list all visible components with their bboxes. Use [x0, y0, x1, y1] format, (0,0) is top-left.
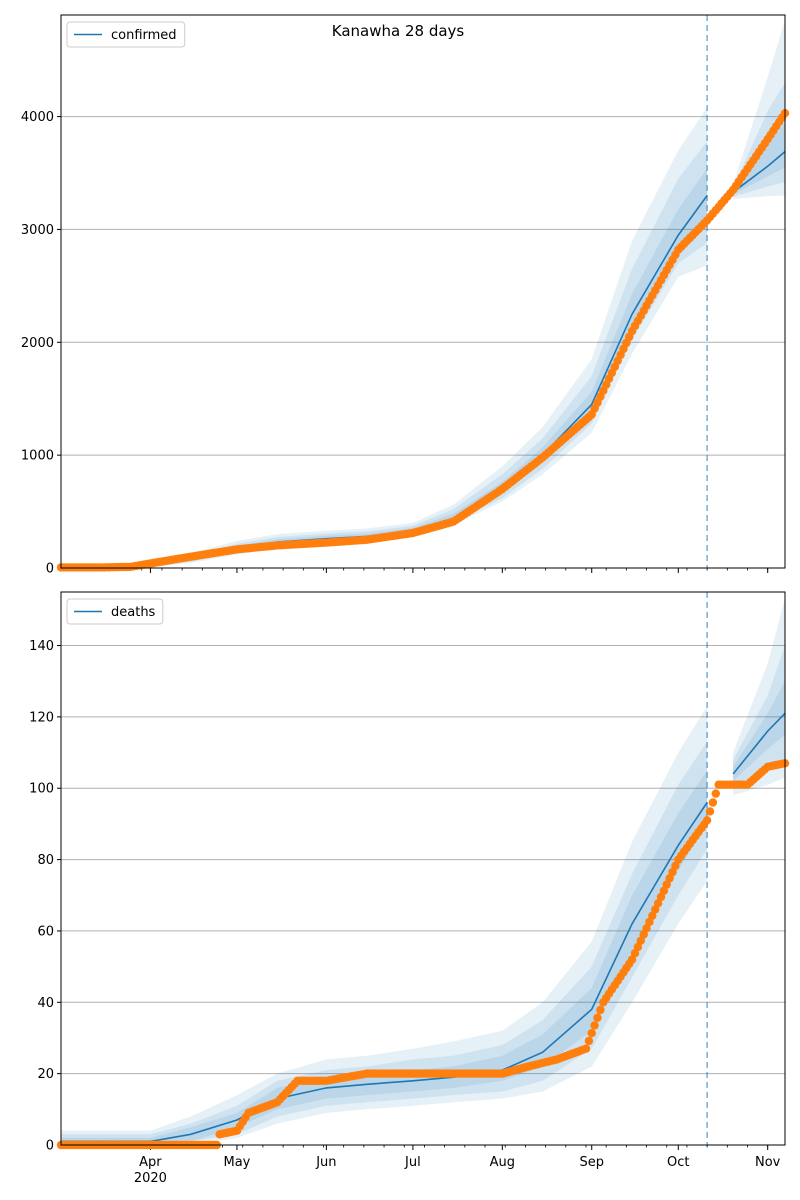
observed-point	[662, 880, 671, 889]
observed-point	[584, 1036, 594, 1046]
y-tick-label: 60	[37, 924, 54, 939]
observed-point	[708, 798, 718, 807]
uncertainty-band	[733, 681, 785, 782]
uncertainty-band	[61, 706, 708, 1145]
x-tick-label: Aug	[490, 1155, 515, 1170]
model-line	[61, 802, 708, 1143]
observed-point	[633, 942, 643, 952]
y-tick-label: 120	[29, 710, 54, 725]
legend-label: deaths	[111, 605, 156, 620]
confirmed-panel: 0 1000 2000 3000 4000 confirmed	[21, 14, 790, 577]
model-line	[732, 712, 786, 775]
y-tick-label: 40	[37, 996, 54, 1011]
y-tick-label: 0	[46, 1139, 54, 1154]
observed-point	[590, 1021, 599, 1030]
y-tick-label: 2000	[21, 336, 54, 351]
y-tick-label: 1000	[21, 449, 54, 464]
observed-point	[581, 1044, 591, 1053]
axes-frame	[60, 591, 786, 1146]
observed-point	[711, 789, 720, 798]
observed-point	[587, 1029, 596, 1038]
legend-box	[66, 21, 186, 48]
y-tick-label: 80	[37, 853, 54, 868]
observed-point	[648, 911, 657, 920]
observed-point	[668, 867, 677, 877]
x-tick-label: Nov	[755, 1155, 781, 1170]
x-tick-label: Apr	[139, 1155, 162, 1170]
legend-box	[66, 598, 164, 625]
y-tick-label: 20	[37, 1067, 54, 1082]
x-tick-label: Jun	[315, 1155, 336, 1170]
uncertainty-band	[61, 168, 708, 568]
y-tick-label: 0	[46, 562, 54, 577]
uncertainty-band	[733, 599, 785, 796]
chart-title: Kanawha 28 days	[332, 22, 465, 40]
observed-point	[653, 899, 663, 908]
model-line	[732, 150, 786, 193]
y-tick-label: 3000	[21, 223, 54, 238]
axes-frame	[60, 14, 786, 569]
x-tick-label: Oct	[667, 1155, 689, 1170]
x-year-label: 2020	[134, 1171, 167, 1186]
observed-point	[702, 816, 712, 825]
observed-point	[705, 807, 715, 816]
y-tick-label: 4000	[21, 110, 54, 125]
uncertainty-band	[61, 770, 708, 1145]
legend-label: confirmed	[111, 28, 177, 43]
observed-point	[627, 955, 637, 964]
y-tick-label: 100	[29, 782, 54, 797]
deaths-panel: 0 20 40 60 80 100 120 140 Apr May Jun Jul Aug Sep Oct N…	[29, 591, 790, 1186]
observed-point	[596, 1005, 605, 1015]
x-tick-label: Jul	[404, 1155, 421, 1170]
uncertainty-band	[61, 141, 708, 568]
uncertainty-band	[61, 741, 708, 1145]
uncertainty-band	[733, 645, 785, 789]
x-tick-label: May	[224, 1155, 251, 1170]
observed-point	[593, 1013, 602, 1022]
observed-point	[642, 924, 651, 933]
uncertainty-band	[733, 20, 785, 199]
x-tick-label: Sep	[579, 1155, 604, 1170]
y-tick-label: 140	[29, 639, 54, 654]
